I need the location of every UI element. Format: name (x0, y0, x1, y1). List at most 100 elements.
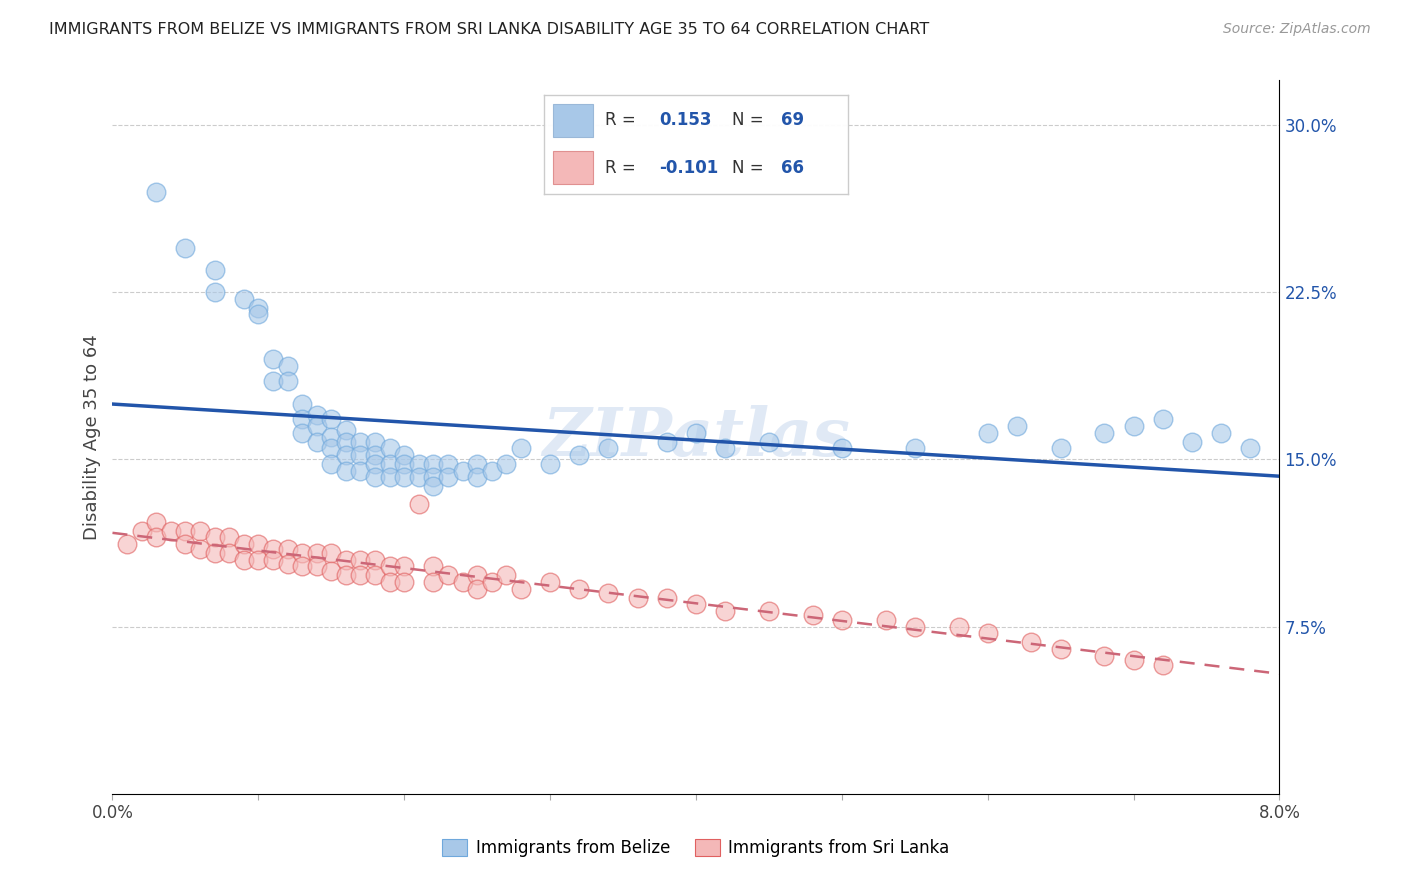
Point (364, 448, 387, 462)
Point (305, 408, 328, 422)
Point (598, 442, 620, 455)
Point (378, 457, 401, 471)
Point (495, 568, 517, 582)
Point (247, 537, 270, 551)
Point (422, 457, 444, 471)
Point (408, 457, 430, 471)
Point (378, 470, 401, 484)
Point (321, 442, 343, 455)
Point (394, 559, 416, 574)
Point (538, 575, 561, 590)
Point (364, 457, 387, 471)
Point (335, 464, 357, 478)
Legend: Immigrants from Belize, Immigrants from Sri Lanka: Immigrants from Belize, Immigrants from … (436, 832, 956, 864)
Point (335, 434, 357, 449)
Point (335, 448, 357, 462)
Point (451, 464, 474, 478)
Point (247, 307, 270, 322)
Point (758, 604, 780, 618)
Point (422, 479, 444, 493)
Point (904, 619, 927, 633)
Point (1021, 635, 1043, 649)
Point (204, 285, 226, 300)
Point (262, 351, 284, 366)
Point (232, 292, 254, 306)
Point (801, 608, 824, 623)
Point (321, 457, 343, 471)
Point (1211, 425, 1233, 440)
Point (335, 568, 357, 582)
Point (598, 586, 620, 600)
Point (262, 552, 284, 567)
Point (394, 470, 416, 484)
Point (714, 604, 737, 618)
Point (364, 552, 387, 567)
Point (408, 470, 430, 484)
Point (188, 541, 211, 556)
Point (232, 537, 254, 551)
Point (305, 546, 328, 560)
Point (262, 541, 284, 556)
Point (465, 457, 488, 471)
Point (188, 524, 211, 538)
Point (262, 375, 284, 389)
Text: Source: ZipAtlas.com: Source: ZipAtlas.com (1223, 22, 1371, 37)
Point (364, 434, 387, 449)
Point (437, 470, 460, 484)
Point (349, 568, 371, 582)
Point (394, 448, 416, 462)
Point (1049, 442, 1071, 455)
Point (321, 430, 343, 444)
Point (1049, 642, 1071, 657)
Point (349, 448, 371, 462)
Point (1122, 653, 1144, 667)
Point (378, 575, 401, 590)
Point (335, 424, 357, 438)
Point (568, 582, 591, 596)
Point (364, 470, 387, 484)
Point (145, 515, 167, 529)
Point (131, 524, 153, 538)
Point (422, 470, 444, 484)
Point (437, 457, 460, 471)
Point (685, 425, 707, 440)
Point (831, 613, 853, 627)
Point (408, 497, 430, 511)
Point (247, 301, 270, 315)
Point (305, 559, 328, 574)
Point (655, 591, 678, 605)
Point (538, 457, 561, 471)
Point (1181, 434, 1204, 449)
Point (291, 559, 314, 574)
Point (174, 240, 197, 255)
Point (1094, 648, 1116, 663)
Text: IMMIGRANTS FROM BELIZE VS IMMIGRANTS FROM SRI LANKA DISABILITY AGE 35 TO 64 CORR: IMMIGRANTS FROM BELIZE VS IMMIGRANTS FRO… (49, 22, 929, 37)
Point (976, 425, 998, 440)
Point (976, 626, 998, 640)
Point (422, 559, 444, 574)
Point (160, 524, 183, 538)
Point (904, 442, 927, 455)
Point (364, 568, 387, 582)
Point (509, 442, 531, 455)
Point (145, 185, 167, 199)
Point (145, 530, 167, 544)
Point (218, 546, 240, 560)
Point (1239, 442, 1261, 455)
Point (495, 457, 517, 471)
Point (291, 546, 314, 560)
Text: ZIPatlas: ZIPatlas (543, 405, 849, 469)
Point (1094, 425, 1116, 440)
Point (394, 457, 416, 471)
Point (305, 434, 328, 449)
Point (204, 530, 226, 544)
Point (655, 434, 678, 449)
Point (451, 575, 474, 590)
Point (1152, 657, 1174, 672)
Point (291, 412, 314, 426)
Point (174, 524, 197, 538)
Point (349, 552, 371, 567)
Point (305, 418, 328, 433)
Point (509, 582, 531, 596)
Point (276, 375, 298, 389)
